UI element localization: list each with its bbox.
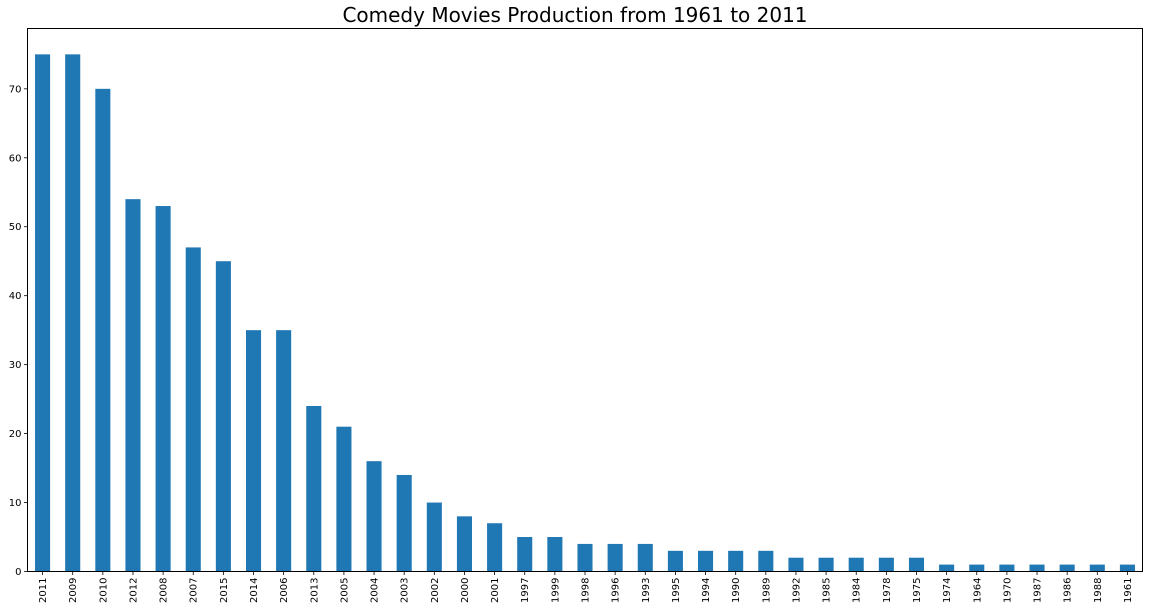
x-tick-label: 2001 (490, 578, 501, 603)
bar-1997 (517, 537, 533, 572)
x-tick-label: 1995 (671, 578, 682, 603)
bar-2015 (215, 261, 231, 572)
x-tick-label: 2009 (68, 578, 79, 603)
x-tick-label: 2006 (279, 578, 290, 603)
x-tick-label: 2002 (430, 578, 441, 603)
plot-frame (27, 28, 1143, 572)
y-tick-label: 0 (15, 567, 21, 578)
x-tick-label: 1997 (520, 578, 531, 603)
y-tick-label: 60 (9, 153, 22, 164)
bar-2004 (366, 461, 382, 572)
bar-2012 (125, 199, 141, 572)
bar-2005 (336, 426, 352, 572)
y-tick-label: 30 (9, 360, 22, 371)
bar-1964 (969, 564, 985, 572)
x-tick-label: 1970 (1002, 578, 1013, 603)
x-tick-label: 2011 (38, 578, 49, 603)
bar-2010 (95, 88, 111, 572)
bar-2014 (245, 330, 262, 572)
x-tick-label: 2000 (460, 578, 471, 603)
x-tick-label: 1975 (912, 578, 923, 603)
bar-1988 (1089, 564, 1105, 572)
x-tick-label: 1996 (611, 578, 622, 603)
y-tick-label: 70 (9, 84, 22, 95)
x-tick-label: 1999 (550, 578, 561, 603)
bar-1998 (577, 543, 593, 572)
x-tick-label: 1993 (641, 578, 652, 603)
bar-2013 (306, 406, 322, 572)
x-tick-label: 1978 (882, 578, 893, 603)
x-tick-label: 1992 (791, 578, 802, 603)
x-tick-label: 2014 (249, 578, 260, 603)
bar-1986 (1059, 564, 1075, 572)
bar-1985 (818, 557, 834, 572)
x-axis: 2011 2009 2010 2012 2008 2007 2015 2014 2006 2013… (38, 571, 1134, 603)
chart-title: Comedy Movies Production from 1961 to 20… (342, 3, 808, 27)
x-tick-label: 2005 (339, 578, 350, 603)
x-tick-label: 1986 (1063, 578, 1074, 603)
x-tick-label: 1998 (581, 578, 592, 603)
bar-2001 (487, 523, 503, 572)
bar-2006 (276, 330, 292, 572)
x-tick-label: 1989 (761, 578, 772, 603)
bar-1989 (758, 550, 774, 572)
bar-2007 (185, 247, 201, 572)
bar-1990 (728, 550, 744, 572)
x-tick-label: 1987 (1033, 578, 1044, 603)
x-tick-label: 2010 (98, 578, 109, 603)
bar-1995 (667, 550, 683, 572)
bar-2011 (35, 54, 51, 572)
x-tick-label: 2003 (400, 578, 411, 603)
x-tick-label: 2013 (309, 578, 320, 603)
x-tick-label: 1964 (972, 578, 983, 603)
bar-1992 (788, 557, 804, 572)
bar-1970 (999, 564, 1015, 572)
x-tick-label: 1990 (731, 578, 742, 603)
x-tick-label: 1985 (822, 578, 833, 603)
y-tick-label: 50 (9, 222, 22, 233)
bar-1996 (607, 543, 623, 572)
bar-1994 (698, 550, 714, 572)
x-tick-label: 1984 (852, 578, 863, 603)
bar-2008 (155, 206, 171, 572)
bar-1974 (939, 564, 955, 572)
y-tick-label: 20 (9, 429, 22, 440)
y-tick-label: 40 (9, 291, 22, 302)
x-tick-label: 2004 (370, 578, 381, 603)
bar-2000 (456, 516, 472, 572)
bar-2009 (65, 54, 81, 572)
y-tick-label: 10 (9, 498, 22, 509)
bar-2003 (396, 474, 412, 572)
bars-layer (35, 54, 1135, 572)
x-tick-label: 1974 (942, 578, 953, 603)
bar-1993 (637, 543, 653, 572)
bar-1975 (908, 557, 925, 572)
x-tick-label: 2015 (219, 578, 230, 603)
x-tick-label: 2008 (159, 578, 170, 603)
bar-1999 (547, 537, 563, 572)
x-tick-label: 1988 (1093, 578, 1104, 603)
x-tick-label: 1994 (701, 578, 712, 603)
bar-1978 (878, 557, 894, 572)
x-tick-label: 2007 (189, 578, 200, 603)
bar-1987 (1029, 564, 1045, 572)
y-axis: 0 10 20 30 40 50 60 70 (9, 84, 28, 578)
bar-1984 (848, 557, 864, 572)
bar-2002 (426, 502, 442, 572)
x-tick-label: 1961 (1123, 578, 1134, 603)
x-tick-label: 2012 (128, 578, 139, 603)
bar-1961 (1119, 564, 1135, 572)
